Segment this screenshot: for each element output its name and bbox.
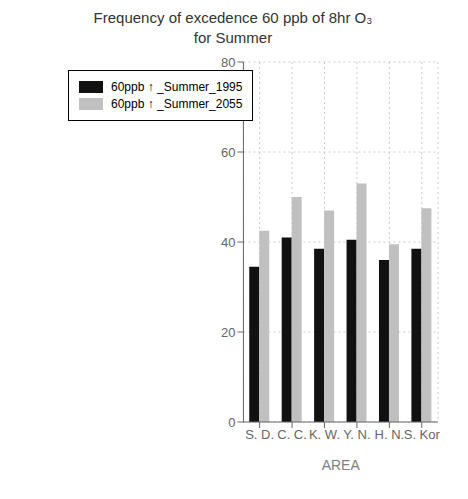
svg-text:80: 80	[221, 55, 235, 70]
svg-text:0: 0	[228, 415, 235, 430]
svg-text:60: 60	[221, 145, 235, 160]
svg-text:40: 40	[221, 235, 235, 250]
svg-text:C. C.: C. C.	[277, 427, 307, 442]
svg-text:S. Kor: S. Kor	[404, 427, 441, 442]
svg-text:Y. N.: Y. N.	[343, 427, 370, 442]
svg-text:S. D.: S. D.	[245, 427, 274, 442]
svg-text:AREA: AREA	[322, 457, 361, 473]
svg-text:20: 20	[221, 325, 235, 340]
html-text:Frequency of excedence 60 ppb: Frequency of excedence 60 ppb of 8hr O₃ …	[93, 9, 373, 46]
svg-text:H. N.: H. N.	[375, 427, 405, 442]
html-text:60ppb ↑ _Summer_1995: 60ppb ↑ _Summer_1995	[111, 80, 243, 94]
html-text:60ppb ↑ _Summer_2055: 60ppb ↑ _Summer_2055	[111, 97, 243, 111]
svg-text:K. W.: K. W.	[309, 427, 340, 442]
